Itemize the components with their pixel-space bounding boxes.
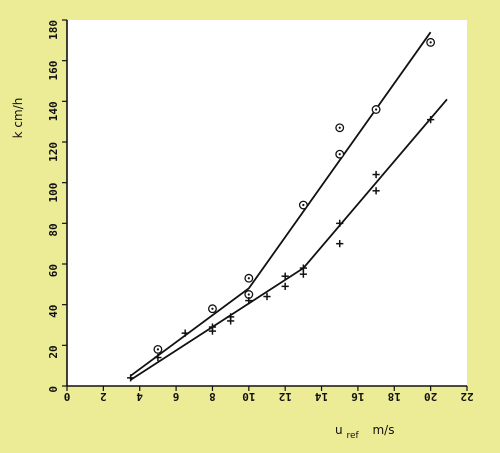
x-tick-label: 6 [172,390,179,403]
fit-line-series-1 [130,31,432,377]
circle-marker [371,105,381,114]
x-tick-label: 20 [424,390,437,403]
plus-marker [372,187,380,195]
plus-marker [154,353,162,362]
circle-marker [335,123,345,133]
plus-marker [427,116,435,124]
x-tick-label: 18 [388,390,401,403]
x-ticks: 0 2 4 6 8 10 12 14 16 18 20 22 [64,386,474,403]
plus-marker [372,170,380,179]
plus-marker [127,374,135,382]
y-tick-label: 100 [47,183,60,203]
circle-marker-dot [211,307,214,310]
circle-marker-dot [374,108,378,111]
circle-marker-dot [302,203,305,207]
y-tick-label: 140 [47,101,60,121]
y-axis-label: k cm/h [11,98,25,139]
plus-marker [263,292,271,301]
x-tick-label: 4 [136,390,143,403]
circle-marker [298,200,308,210]
circle-marker [426,37,436,47]
y-tick-label: 160 [47,61,60,81]
plus-marker [208,323,217,331]
circle-marker [208,304,217,314]
plus-marker [336,240,344,248]
x-tick-label: 16 [351,390,365,403]
x-tick-label: 10 [242,390,255,403]
circle-marker-dot [338,153,341,156]
x-axis-label-sub: ref [346,431,359,441]
x-tick-label: 22 [460,390,473,403]
x-tick-label: 0 [64,390,71,403]
x-tick-label: 14 [315,390,329,403]
plot-area [67,20,467,386]
plus-marker [245,297,253,305]
circle-marker-dot [156,348,160,351]
circle-marker [153,344,163,354]
y-tick-label: 180 [47,20,60,40]
y-ticks: 0 20 40 60 80 100 120 140 160 180 [47,19,67,393]
x-tick-label: 12 [279,390,292,403]
plus-marker [299,264,307,272]
plus-marker [181,329,189,337]
x-axis-label-main: u [335,423,343,437]
y-tick-label: 60 [47,264,60,277]
plus-marker [281,282,289,290]
data-markers [127,37,436,382]
y-tick-label: 80 [47,223,60,236]
circle-marker-dot [338,126,341,129]
circle-marker-dot [247,293,250,296]
y-tick-label: 40 [47,305,60,318]
y-tick-label: 120 [47,142,60,162]
y-tick-label: 20 [47,345,60,358]
plus-marker [227,313,235,321]
circle-marker-dot [429,41,432,44]
x-tick-label: 8 [209,390,216,403]
plus-marker [299,270,307,278]
circle-marker [335,149,345,159]
plus-marker [336,219,344,227]
y-tick-label: 0 [47,386,60,393]
x-axis-label: u ref m/s [335,423,394,441]
circle-marker [244,273,254,283]
x-axis-label-unit: m/s [372,423,394,437]
plus-marker [281,272,289,280]
x-tick-label: 2 [100,390,107,403]
circle-marker-dot [247,277,250,280]
